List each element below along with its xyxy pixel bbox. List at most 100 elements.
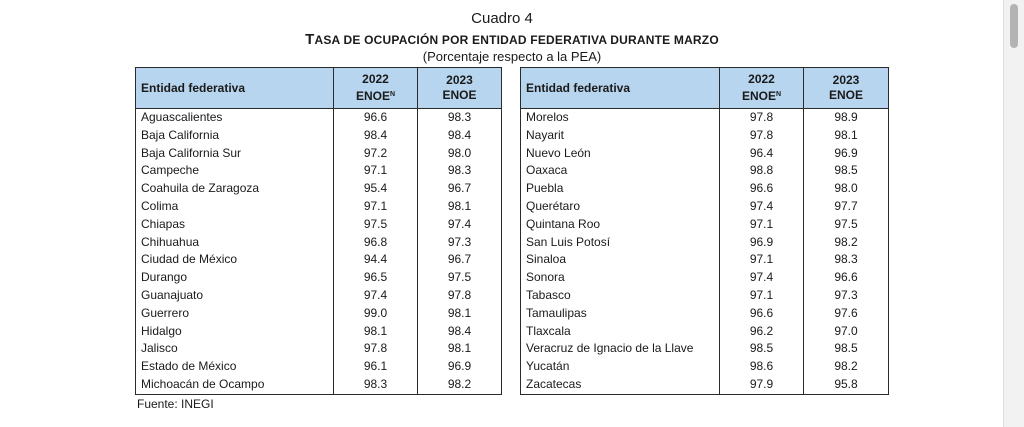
source-note: Fuente: INEGI xyxy=(137,397,214,411)
value-2022-cell: 97.1 xyxy=(719,215,804,234)
entity-name-cell: Baja California Sur xyxy=(135,144,334,163)
value-2022-cell: 97.1 xyxy=(719,286,804,305)
value-2023-cell: 97.8 xyxy=(417,286,502,305)
table-row: Aguascalientes 96.6 98.3 xyxy=(135,108,502,127)
table-row: Michoacán de Ocampo 98.3 98.2 xyxy=(135,375,502,395)
table-row: Tamaulipas 96.6 97.6 xyxy=(520,304,889,323)
entity-name-cell: Colima xyxy=(135,197,334,216)
table-row: Chihuahua 96.8 97.3 xyxy=(135,233,502,252)
value-2023-cell: 98.3 xyxy=(803,251,889,270)
value-2023-cell: 98.1 xyxy=(803,126,889,145)
value-2022-cell: 98.8 xyxy=(719,162,804,181)
value-2022-cell: 96.4 xyxy=(719,144,804,163)
value-2023-cell: 97.7 xyxy=(803,197,889,216)
table-header-row: Entidad federativa 2022 ENOEN 2023 ENOE xyxy=(135,67,502,109)
value-2022-cell: 97.8 xyxy=(719,108,804,127)
value-2023-cell: 98.2 xyxy=(417,375,502,395)
header-2023: 2023 ENOE xyxy=(417,67,502,109)
value-2023-cell: 95.8 xyxy=(803,375,889,395)
header-2023-label: ENOE xyxy=(828,88,863,102)
header-2022: 2022 ENOEN xyxy=(333,67,418,109)
table-row: Nayarit 97.8 98.1 xyxy=(520,126,889,145)
header-2023-year: 2023 xyxy=(832,73,860,87)
occupation-table-right: Entidad federativa 2022 ENOEN 2023 ENOE Mo… xyxy=(520,67,889,395)
header-2022: 2022 ENOEN xyxy=(719,67,804,109)
entity-name-cell: Quintana Roo xyxy=(520,215,720,234)
entity-name-cell: Guerrero xyxy=(135,304,334,323)
table-row: Sinaloa 97.1 98.3 xyxy=(520,251,889,270)
table-subtitle: (Porcentaje respecto a la PEA) xyxy=(422,49,602,64)
value-2023-cell: 98.3 xyxy=(417,162,502,181)
value-2023-cell: 98.1 xyxy=(417,197,502,216)
value-2023-cell: 98.5 xyxy=(803,340,889,359)
entity-name-cell: Zacatecas xyxy=(520,375,720,395)
entity-name-cell: Chihuahua xyxy=(135,233,334,252)
value-2022-cell: 97.1 xyxy=(333,162,418,181)
entity-name-cell: Ciudad de México xyxy=(135,251,334,270)
value-2023-cell: 97.4 xyxy=(417,215,502,234)
value-2023-cell: 97.5 xyxy=(803,215,889,234)
title-rest: ASA DE OCUPACIÓN POR ENTIDAD FEDERATIVA … xyxy=(314,33,719,47)
header-entity: Entidad federativa xyxy=(520,67,720,109)
table-row: Nuevo León 96.4 96.9 xyxy=(520,144,889,163)
table-row: Morelos 97.8 98.9 xyxy=(520,108,889,127)
table-row: Hidalgo 98.1 98.4 xyxy=(135,322,502,341)
table-row: Chiapas 97.5 97.4 xyxy=(135,215,502,234)
table-title: TASA DE OCUPACIÓN POR ENTIDAD FEDERATIVA… xyxy=(0,31,1024,48)
value-2022-cell: 97.5 xyxy=(333,215,418,234)
entity-name-cell: Oaxaca xyxy=(520,162,720,181)
entity-name-cell: Morelos xyxy=(520,108,720,127)
entity-name-cell: Sinaloa xyxy=(520,251,720,270)
value-2022-cell: 95.4 xyxy=(333,180,418,198)
table-row: Oaxaca 98.8 98.5 xyxy=(520,162,889,181)
table-row: Guanajuato 97.4 97.8 xyxy=(135,286,502,305)
value-2023-cell: 98.2 xyxy=(803,233,889,252)
value-2023-cell: 97.5 xyxy=(417,269,502,287)
table-row: Durango 96.5 97.5 xyxy=(135,269,502,287)
entity-name-cell: Querétaro xyxy=(520,197,720,216)
table-row: Estado de México 96.1 96.9 xyxy=(135,358,502,376)
table-row: San Luis Potosí 96.9 98.2 xyxy=(520,233,889,252)
scrollbar-thumb[interactable] xyxy=(1010,4,1018,48)
value-2023-cell: 96.6 xyxy=(803,269,889,287)
entity-name-cell: Puebla xyxy=(520,180,720,198)
value-2023-cell: 98.1 xyxy=(417,340,502,359)
value-2022-cell: 98.5 xyxy=(719,340,804,359)
header-entity: Entidad federativa xyxy=(135,67,334,109)
entity-name-cell: Estado de México xyxy=(135,358,334,376)
value-2022-cell: 98.3 xyxy=(333,375,418,395)
value-2023-cell: 96.7 xyxy=(417,251,502,270)
entity-name-cell: Tabasco xyxy=(520,286,720,305)
entity-name-cell: Veracruz de Ignacio de la Llave xyxy=(520,340,720,359)
value-2023-cell: 98.2 xyxy=(803,358,889,376)
entity-name-cell: Jalisco xyxy=(135,340,334,359)
value-2022-cell: 99.0 xyxy=(333,304,418,323)
value-2023-cell: 98.3 xyxy=(417,108,502,127)
table-row: Quintana Roo 97.1 97.5 xyxy=(520,215,889,234)
table-row: Guerrero 99.0 98.1 xyxy=(135,304,502,323)
value-2023-cell: 97.3 xyxy=(417,233,502,252)
header-2023-year: 2023 xyxy=(446,73,473,87)
value-2023-cell: 97.6 xyxy=(803,304,889,323)
value-2022-cell: 96.2 xyxy=(719,322,804,341)
header-2022-label: ENOE xyxy=(355,89,390,103)
table-header-row: Entidad federativa 2022 ENOEN 2023 ENOE xyxy=(520,67,889,109)
value-2023-cell: 96.9 xyxy=(417,358,502,376)
value-2023-cell: 98.0 xyxy=(417,144,502,163)
vertical-scrollbar[interactable] xyxy=(1003,0,1024,427)
value-2022-cell: 97.8 xyxy=(719,126,804,145)
value-2022-cell: 97.4 xyxy=(719,269,804,287)
entity-name-cell: Chiapas xyxy=(135,215,334,234)
value-2022-cell: 97.1 xyxy=(333,197,418,216)
value-2022-cell: 96.6 xyxy=(333,108,418,127)
table-row: Jalisco 97.8 98.1 xyxy=(135,340,502,359)
value-2022-cell: 98.6 xyxy=(719,358,804,376)
value-2022-cell: 96.8 xyxy=(333,233,418,252)
table-row: Veracruz de Ignacio de la Llave 98.5 98.5 xyxy=(520,340,889,359)
value-2022-cell: 97.4 xyxy=(719,197,804,216)
header-2022-sup: N xyxy=(389,91,396,98)
table-row: Querétaro 97.4 97.7 xyxy=(520,197,889,216)
entity-name-cell: Campeche xyxy=(135,162,334,181)
entity-name-cell: Sonora xyxy=(520,269,720,287)
